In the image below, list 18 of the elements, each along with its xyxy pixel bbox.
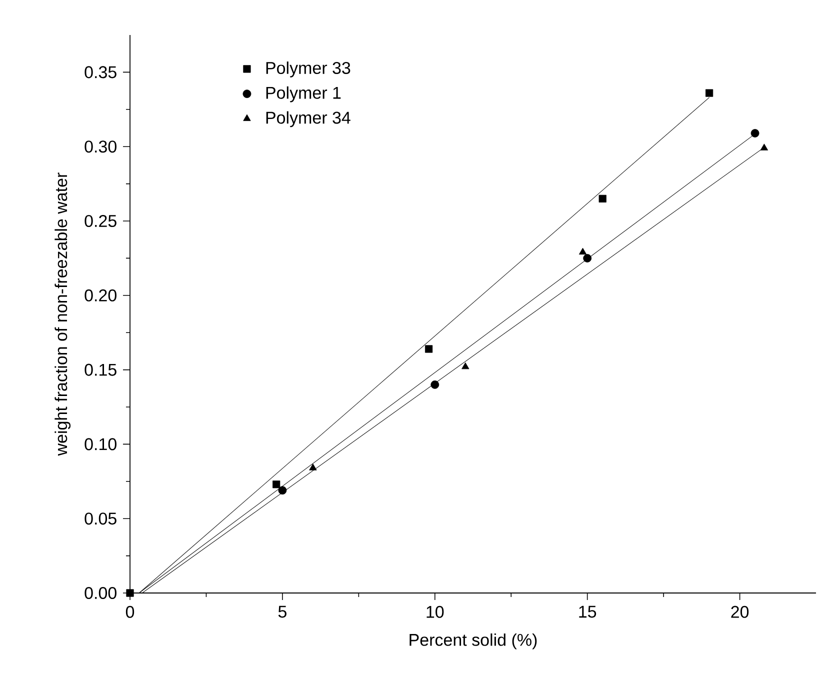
y-axis-title: weight fraction of non-freezable water xyxy=(54,172,71,456)
x-tick-label: 20 xyxy=(731,606,749,618)
y-tick-label: 0.20 xyxy=(84,289,116,302)
y-tick-label: 0.00 xyxy=(84,586,116,600)
x-tick-label: 15 xyxy=(579,606,596,618)
y-tick-label: 0.35 xyxy=(84,66,116,78)
y-tick-label: 0.10 xyxy=(84,438,116,450)
x-tick-label: 5 xyxy=(278,606,286,618)
x-axis-title: Percent solid (%) xyxy=(410,633,537,650)
x-tick-label: 0 xyxy=(126,606,134,618)
legend-label: Polymer 33 xyxy=(266,62,350,78)
legend-label: Polymer 34 xyxy=(266,111,350,128)
y-tick-label: 0.30 xyxy=(84,140,116,153)
y-tick-label: 0.15 xyxy=(84,364,116,376)
y-tick-label: 0.05 xyxy=(84,512,116,525)
x-tick-label: 10 xyxy=(426,606,444,618)
y-tick-label: 0.25 xyxy=(84,214,116,228)
legend-label: Polymer 1 xyxy=(266,86,341,102)
